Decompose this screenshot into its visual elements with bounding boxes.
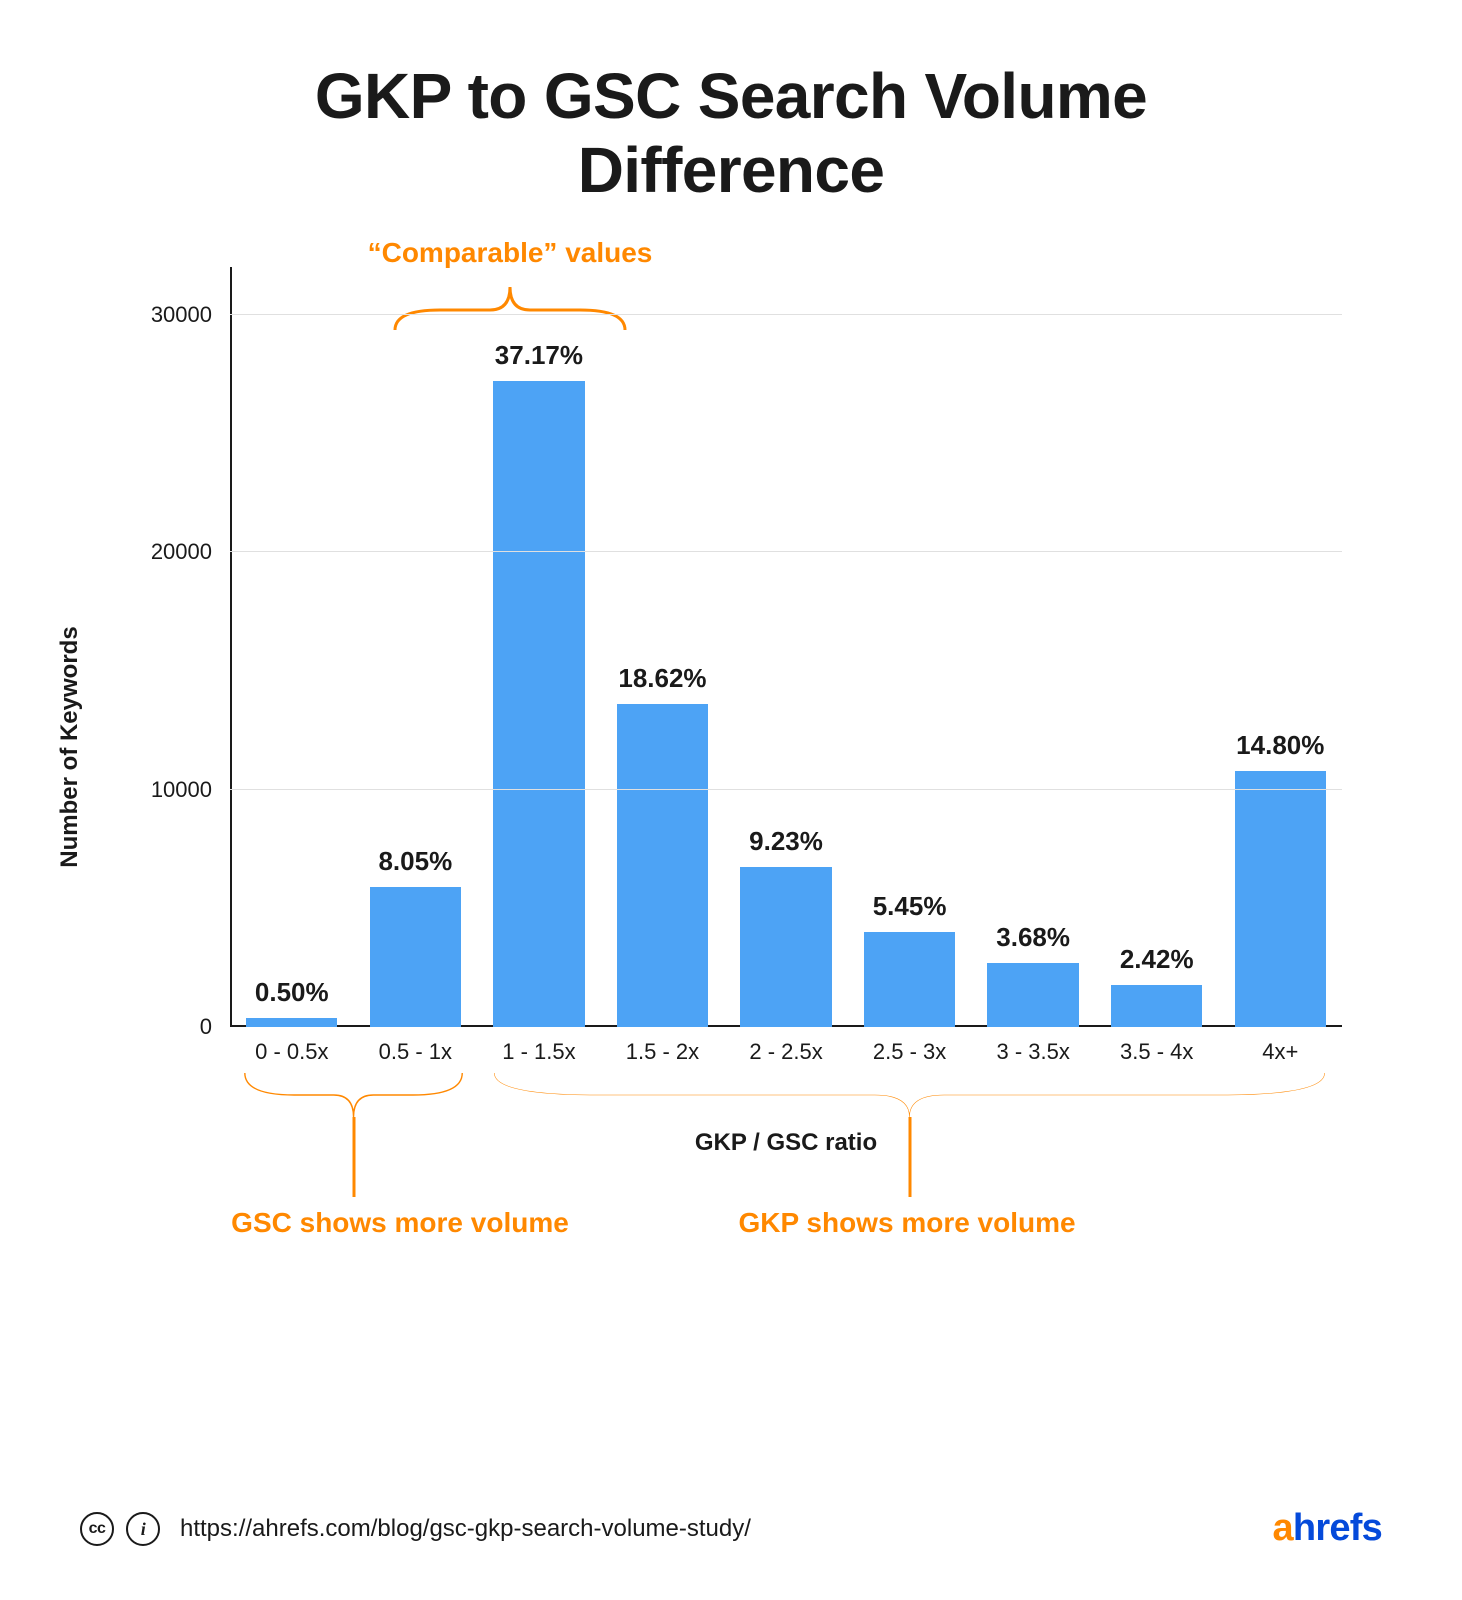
bar-value-label: 9.23% (749, 826, 823, 857)
bar-value-label: 18.62% (618, 663, 706, 694)
y-tick-label: 20000 (151, 539, 212, 565)
footer-url: https://ahrefs.com/blog/gsc-gkp-search-v… (180, 1515, 751, 1543)
bar: 9.23% (740, 867, 831, 1027)
x-tick-label: 4x+ (1219, 1027, 1343, 1065)
bar-value-label: 8.05% (378, 846, 452, 877)
x-axis-label: GKP / GSC ratio (230, 1129, 1342, 1157)
bar: 14.80% (1235, 771, 1326, 1028)
bar: 5.45% (864, 932, 955, 1027)
bar-slot: 5.45% (848, 267, 972, 1027)
bar-slot: 9.23% (724, 267, 848, 1027)
cc-text: cc (89, 1521, 106, 1537)
bar-slot: 0.50% (230, 267, 354, 1027)
bar-slot: 2.42% (1095, 267, 1219, 1027)
title-line-1: GKP to GSC Search Volume (315, 60, 1147, 132)
bar: 2.42% (1111, 985, 1202, 1027)
annotation-comparable-text: “Comparable” values (368, 237, 653, 268)
bars-group: 0.50% 8.05% 37.17% 18.62% 9.23% 5.45% 3.68% 2.4… (230, 267, 1342, 1027)
brand-logo: ahrefs (1273, 1507, 1383, 1550)
bar-value-label: 5.45% (873, 891, 947, 922)
gridline (230, 789, 1342, 790)
x-tick-label: 2.5 - 3x (848, 1027, 972, 1065)
bar-slot: 18.62% (601, 267, 725, 1027)
bar-value-label: 2.42% (1120, 944, 1194, 975)
bar: 18.62% (617, 704, 708, 1027)
footer: cc i https://ahrefs.com/blog/gsc-gkp-sea… (80, 1507, 1382, 1550)
cc-license-icon: cc (80, 1512, 114, 1546)
title-line-2: Difference (578, 134, 885, 206)
by-license-icon: i (126, 1512, 160, 1546)
y-tick-label: 0 (200, 1014, 212, 1040)
bar-slot: 37.17% (477, 267, 601, 1027)
bar-value-label: 14.80% (1236, 730, 1324, 761)
plot-area: 0.50% 8.05% 37.17% 18.62% 9.23% 5.45% 3.68% 2.4… (230, 267, 1342, 1027)
gridline (230, 551, 1342, 552)
annotation-gsc-more-text: GSC shows more volume (231, 1207, 569, 1238)
x-tick-label: 0 - 0.5x (230, 1027, 354, 1065)
page: GKP to GSC Search Volume Difference “Com… (0, 0, 1462, 1600)
by-text: i (141, 1520, 146, 1538)
x-tick-label: 0.5 - 1x (354, 1027, 478, 1065)
bar-value-label: 0.50% (255, 977, 329, 1008)
bar: 37.17% (493, 381, 584, 1027)
footer-left: cc i https://ahrefs.com/blog/gsc-gkp-sea… (80, 1512, 751, 1546)
x-tick-label: 3.5 - 4x (1095, 1027, 1219, 1065)
bar: 0.50% (246, 1018, 337, 1027)
bar-value-label: 3.68% (996, 922, 1070, 953)
x-tick-label: 1.5 - 2x (601, 1027, 725, 1065)
gridline (230, 314, 1342, 315)
bar-slot: 14.80% (1219, 267, 1343, 1027)
chart-title: GKP to GSC Search Volume Difference (80, 60, 1382, 207)
y-axis-label: Number of Keywords (56, 627, 84, 868)
bar-slot: 8.05% (354, 267, 478, 1027)
x-tick-label: 2 - 2.5x (724, 1027, 848, 1065)
brand-rest: hrefs (1293, 1507, 1382, 1549)
x-tick-labels: 0 - 0.5x0.5 - 1x1 - 1.5x1.5 - 2x2 - 2.5x… (230, 1027, 1342, 1065)
bar: 3.68% (987, 963, 1078, 1027)
bottom-annotation-row: GKP / GSC ratio GSC shows more volume GK… (230, 1069, 1342, 1249)
chart-container: “Comparable” values Number of Keywords 0… (80, 267, 1382, 1227)
x-tick-label: 1 - 1.5x (477, 1027, 601, 1065)
annotation-gsc-more: GSC shows more volume (200, 1207, 600, 1239)
brand-a: a (1273, 1507, 1293, 1549)
bar: 8.05% (370, 887, 461, 1027)
annotation-gkp-more-text: GKP shows more volume (738, 1207, 1075, 1238)
x-tick-label: 3 - 3.5x (971, 1027, 1095, 1065)
bar-value-label: 37.17% (495, 340, 583, 371)
y-tick-label: 30000 (151, 302, 212, 328)
bar-slot: 3.68% (971, 267, 1095, 1027)
annotation-gkp-more: GKP shows more volume (697, 1207, 1117, 1239)
y-tick-label: 10000 (151, 777, 212, 803)
